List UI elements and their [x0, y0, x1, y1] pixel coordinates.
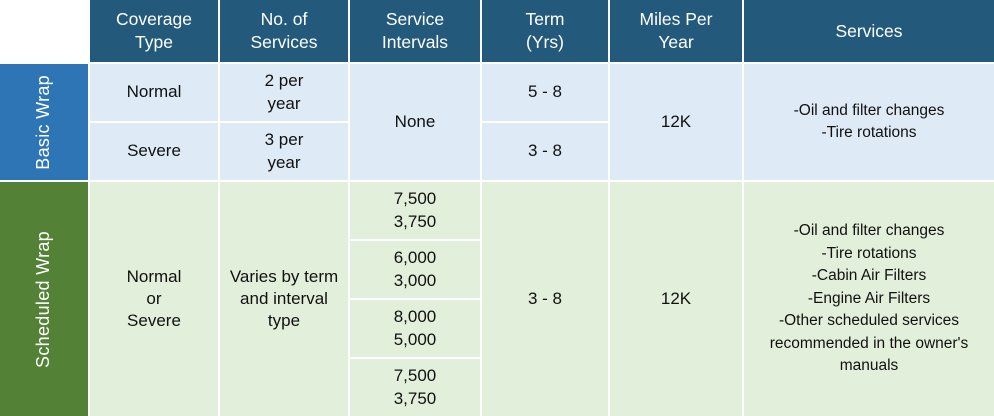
scheduled-num-services-cell: Varies by term and interval type [220, 182, 348, 416]
basic-miles-per-year-cell: 12K [610, 64, 742, 180]
basic-wrap-section-sidebar: Basic Wrap [0, 64, 88, 180]
header-service-intervals: Service Intervals [350, 0, 480, 62]
top-left-spacer [0, 0, 88, 62]
basic-wrap-label: Basic Wrap [33, 74, 54, 170]
header-no-of-services: No. of Services [220, 0, 348, 62]
basic-severe-num-services-cell: 3 per year [220, 123, 348, 180]
header-services: Services [744, 0, 994, 62]
header-coverage-type: Coverage Type [90, 0, 218, 62]
header-miles-per-year: Miles Per Year [610, 0, 742, 62]
basic-services-cell: -Oil and filter changes -Tire rotations [744, 64, 994, 180]
scheduled-interval-cell-2: 6,000 3,000 [350, 241, 480, 298]
basic-severe-coverage-cell: Severe [90, 123, 218, 180]
header-term-yrs: Term (Yrs) [482, 0, 608, 62]
scheduled-term-cell: 3 - 8 [482, 182, 608, 416]
scheduled-wrap-label: Scheduled Wrap [33, 230, 54, 368]
basic-severe-term-cell: 3 - 8 [482, 123, 608, 180]
scheduled-coverage-cell: Normal or Severe [90, 182, 218, 416]
scheduled-interval-cell-1: 7,500 3,750 [350, 182, 480, 239]
scheduled-miles-per-year-cell: 12K [610, 182, 742, 416]
scheduled-interval-cell-3: 8,000 5,000 [350, 300, 480, 357]
basic-normal-term-cell: 5 - 8 [482, 64, 608, 121]
basic-service-intervals-cell: None [350, 64, 480, 180]
basic-normal-num-services-cell: 2 per year [220, 64, 348, 121]
scheduled-interval-cell-4: 7,500 3,750 [350, 359, 480, 416]
scheduled-wrap-section-sidebar: Scheduled Wrap [0, 182, 88, 416]
basic-normal-coverage-cell: Normal [90, 64, 218, 121]
scheduled-services-cell: -Oil and filter changes -Tire rotations … [744, 182, 994, 416]
